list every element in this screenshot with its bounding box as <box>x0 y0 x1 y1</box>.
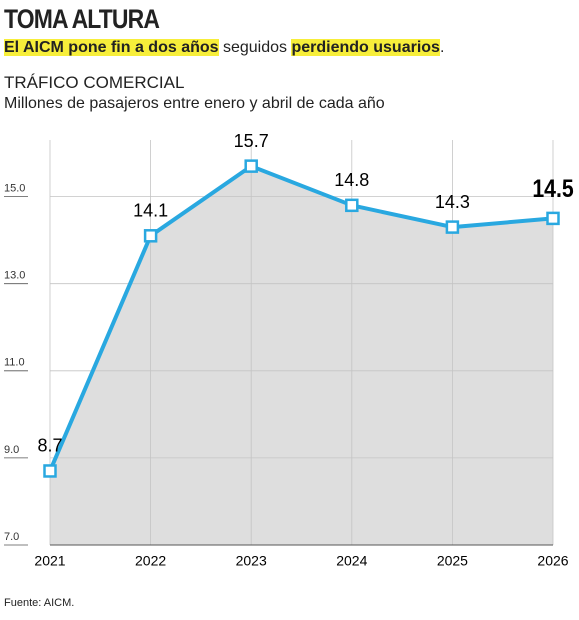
value-label: 15.7 <box>234 131 269 151</box>
value-label: 14.5 <box>532 174 573 202</box>
subtitle-highlight: El AICM pone fin a dos años <box>4 39 219 56</box>
subtitle: El AICM pone fin a dos años seguidos per… <box>4 39 574 57</box>
header: TOMA ALTURA El AICM pone fin a dos años … <box>4 4 574 113</box>
x-tick-label: 2025 <box>437 553 468 569</box>
point-marker <box>143 229 158 243</box>
point-marker <box>43 464 57 478</box>
x-tick-label: 2022 <box>135 553 166 569</box>
source-note: Fuente: AICM. <box>4 597 75 609</box>
value-label: 14.1 <box>133 201 168 221</box>
value-label: 14.8 <box>334 170 369 190</box>
subtitle-text: seguidos <box>218 39 292 56</box>
y-tick-label: 15.0 <box>4 183 25 195</box>
x-tick-label: 2026 <box>537 553 568 569</box>
line <box>48 164 554 472</box>
value-label: 8.7 <box>37 436 62 456</box>
chart: 7.0 9.0 11.0 13.0 15.0 2021 2022 2023 2024 2025 20… <box>4 131 574 569</box>
point-marker <box>546 211 560 226</box>
y-tick-label: 7.0 <box>4 531 19 543</box>
point-marker <box>244 159 258 173</box>
point-marker <box>345 198 359 213</box>
subtitle-text: . <box>439 39 445 56</box>
y-tick-label: 13.0 <box>4 270 25 282</box>
value-label: 14.3 <box>435 192 470 212</box>
y-tick-label: 9.0 <box>4 444 19 456</box>
area <box>50 166 553 545</box>
y-axis-label: Millones de pasajeros entre enero y abri… <box>4 95 385 112</box>
point-marker <box>445 220 460 234</box>
subtitle-highlight: perdiendo usuarios <box>291 39 440 56</box>
x-tick-label: 2024 <box>336 553 367 569</box>
y-tick-label: 11.0 <box>4 357 25 369</box>
x-tick-label: 2023 <box>236 553 267 569</box>
chart-kicker: TRÁFICO COMERCIAL <box>4 73 185 92</box>
chart-title: TOMA ALTURA <box>4 4 160 34</box>
x-tick-label: 2021 <box>34 553 65 569</box>
